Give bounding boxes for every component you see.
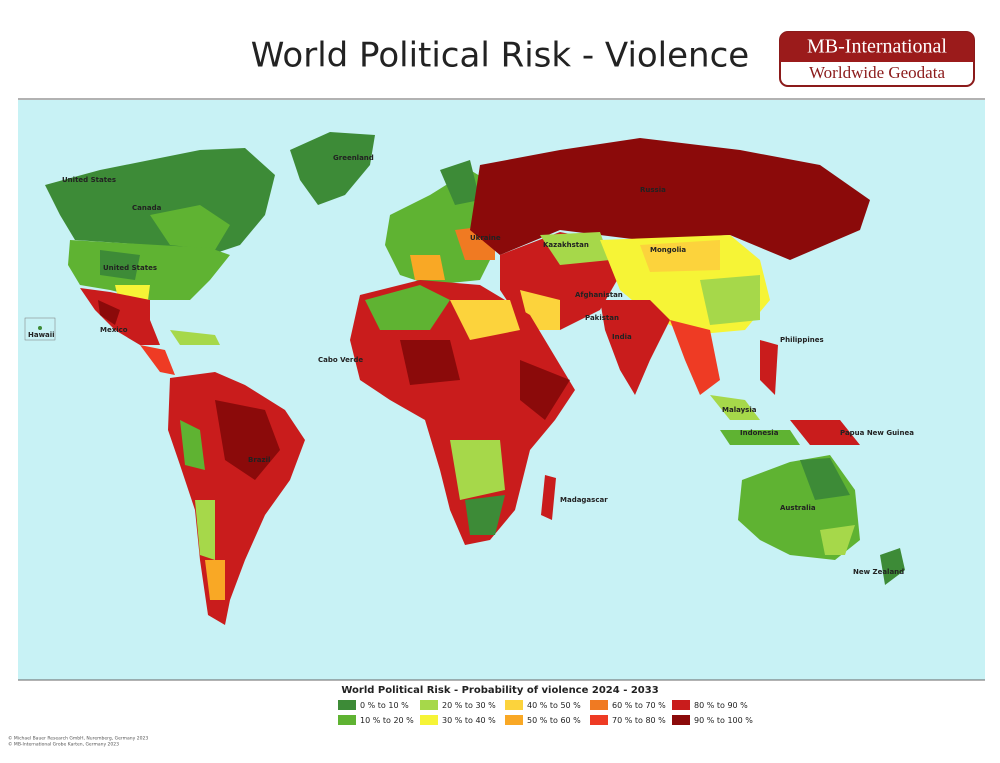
legend-swatch: [672, 715, 690, 725]
legend-label: 0 % to 10 %: [360, 701, 409, 710]
legend-swatch: [338, 715, 356, 725]
legend-label: 10 % to 20 %: [360, 716, 414, 725]
logo-line2: Worldwide Geodata: [809, 63, 945, 82]
legend-label: 90 % to 100 %: [694, 716, 753, 725]
map-label: Ukraine: [470, 234, 501, 242]
map-label: Cabo Verde: [318, 356, 363, 364]
legend-label: 70 % to 80 %: [612, 716, 666, 725]
map-label: India: [612, 333, 632, 341]
logo-line1: MB-International: [807, 36, 947, 58]
logo: MB-International Worldwide Geodata: [779, 31, 975, 87]
map-label: Malaysia: [722, 406, 757, 414]
legend-swatch: [338, 700, 356, 710]
map: [18, 100, 985, 680]
legend-label: 80 % to 90 %: [694, 701, 748, 710]
map-labels: Greenland United States Canada United St…: [28, 154, 914, 576]
map-label: Russia: [640, 186, 666, 194]
legend-label: 50 % to 60 %: [527, 716, 581, 725]
map-label: Canada: [132, 204, 162, 212]
map-label: Afghanistan: [575, 291, 623, 299]
map-label: Brazil: [248, 456, 270, 464]
legend-label: 60 % to 70 %: [612, 701, 666, 710]
legend-label: 20 % to 30 %: [442, 701, 496, 710]
legend-label: 40 % to 50 %: [527, 701, 581, 710]
legend-swatch: [420, 715, 438, 725]
map-label: Greenland: [333, 154, 374, 162]
legend-swatch: [672, 700, 690, 710]
map-label: New Zealand: [853, 568, 904, 576]
footer-line: © MB-International Grobe Karten, Germany…: [8, 741, 119, 748]
map-label: Madagascar: [560, 496, 608, 504]
legend-label: 30 % to 40 %: [442, 716, 496, 725]
map-label: United States: [103, 264, 157, 272]
map-label: Mexico: [100, 326, 128, 334]
map-label: Mongolia: [650, 246, 686, 254]
map-label: Australia: [780, 504, 816, 512]
legend: 0 % to 10 % 10 % to 20 % 20 % to 30 % 30 % …: [338, 700, 753, 725]
footer-line: © Michael Bauer Research GmbH, Nuremberg…: [8, 735, 148, 742]
title: World Political Risk - Violence: [251, 36, 749, 76]
map-label: United States: [62, 176, 116, 184]
legend-swatch: [590, 700, 608, 710]
legend-swatch: [505, 700, 523, 710]
map-label: Papua New Guinea: [840, 429, 914, 437]
legend-swatch: [590, 715, 608, 725]
map-label: Hawaii: [28, 331, 55, 339]
map-label: Philippines: [780, 336, 824, 344]
legend-swatch: [505, 715, 523, 725]
legend-title: World Political Risk - Probability of vi…: [341, 685, 658, 696]
map-label: Kazakhstan: [543, 241, 589, 249]
map-label: Pakistan: [585, 314, 619, 322]
legend-swatch: [420, 700, 438, 710]
map-label: Indonesia: [740, 429, 779, 437]
